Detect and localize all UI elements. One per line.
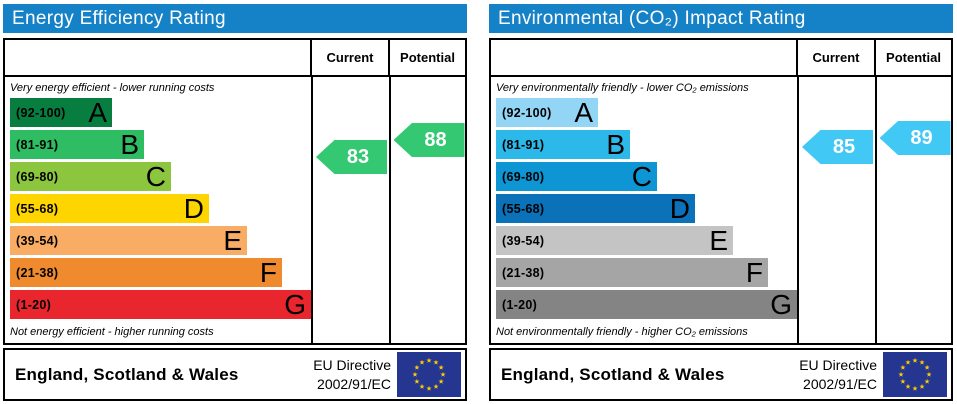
eu-directive-line1: EU Directive	[313, 357, 391, 374]
co2-current-arrow: 85	[802, 130, 873, 164]
band-letter: G	[770, 288, 792, 320]
eu-flag-icon	[883, 352, 947, 397]
band-range-label: (21-38)	[502, 265, 545, 280]
band-letter: B	[120, 128, 139, 160]
band-letter: G	[284, 288, 306, 320]
band-range-label: (55-68)	[16, 201, 59, 216]
co2-band-chart: Very environmentally friendly - lower CO…	[491, 77, 797, 343]
panel-energy-efficiency: Energy Efficiency Rating Current Potenti…	[3, 4, 467, 401]
energy-band-d: (55-68) D	[10, 194, 209, 223]
co2-band-c: (69-80) C	[496, 162, 657, 191]
energy-potential-column: 88	[388, 77, 466, 343]
band-letter: D	[183, 192, 204, 224]
energy-header-spacer	[5, 40, 310, 75]
band-range-label: (1-20)	[16, 297, 52, 312]
band-range-label: (81-91)	[502, 137, 545, 152]
band-range-label: (1-20)	[502, 297, 538, 312]
co2-header-row: Current Potential	[491, 40, 951, 77]
eu-directive-line1: EU Directive	[799, 357, 877, 374]
co2-current-header: Current	[796, 40, 874, 75]
band-letter: D	[669, 192, 690, 224]
co2-band-g: (1-20) G	[496, 290, 797, 319]
energy-top-note: Very energy efficient - lower running co…	[10, 82, 215, 94]
co2-footer: England, Scotland & Wales EU Directive 2…	[489, 348, 953, 401]
co2-current-column: 85	[797, 77, 875, 343]
energy-band-f: (21-38) F	[10, 258, 282, 287]
band-range-label: (81-91)	[16, 137, 59, 152]
energy-rating-table: Current Potential Very energy efficient …	[3, 38, 467, 345]
co2-chart-body: Very environmentally friendly - lower CO…	[491, 77, 951, 343]
band-range-label: (55-68)	[502, 201, 545, 216]
energy-current-arrow: 83	[316, 140, 387, 174]
co2-band-a: (92-100) A	[496, 98, 598, 127]
panel-title-co2: Environmental (CO₂) Impact Rating	[489, 4, 953, 33]
eu-directive-line2: 2002/91/EC	[803, 375, 877, 392]
band-range-label: (69-80)	[16, 169, 59, 184]
co2-header-spacer	[491, 40, 796, 75]
energy-current-header: Current	[310, 40, 388, 75]
energy-band-e: (39-54) E	[10, 226, 247, 255]
energy-band-g: (1-20) G	[10, 290, 311, 319]
energy-footer: England, Scotland & Wales EU Directive 2…	[3, 348, 467, 401]
band-letter: A	[88, 96, 107, 128]
band-letter: C	[631, 160, 652, 192]
band-letter: E	[709, 224, 728, 256]
band-letter: C	[145, 160, 166, 192]
energy-band-b: (81-91) B	[10, 130, 144, 159]
eu-directive-line2: 2002/91/EC	[317, 375, 391, 392]
panel-co2-impact: Environmental (CO₂) Impact Rating Curren…	[489, 4, 953, 401]
eu-directive-label: EU Directive 2002/91/EC	[313, 356, 391, 392]
band-letter: E	[223, 224, 242, 256]
region-label: England, Scotland & Wales	[15, 364, 239, 384]
energy-chart-body: Very energy efficient - lower running co…	[5, 77, 465, 343]
energy-header-row: Current Potential	[5, 40, 465, 77]
band-letter: A	[574, 96, 593, 128]
band-letter: F	[259, 256, 277, 288]
band-range-label: (69-80)	[502, 169, 545, 184]
co2-top-note: Very environmentally friendly - lower CO…	[496, 82, 749, 94]
co2-band-f: (21-38) F	[496, 258, 768, 287]
energy-band-chart: Very energy efficient - lower running co…	[5, 77, 311, 343]
co2-band-e: (39-54) E	[496, 226, 733, 255]
band-range-label: (39-54)	[502, 233, 545, 248]
band-range-label: (92-100)	[502, 105, 552, 120]
energy-band-a: (92-100) A	[10, 98, 112, 127]
panel-title-energy: Energy Efficiency Rating	[3, 4, 467, 33]
band-range-label: (21-38)	[16, 265, 59, 280]
co2-bottom-note: Not environmentally friendly - higher CO…	[496, 326, 748, 338]
region-label: England, Scotland & Wales	[501, 364, 725, 384]
energy-potential-header: Potential	[388, 40, 465, 75]
band-range-label: (92-100)	[16, 105, 66, 120]
co2-potential-column: 89	[874, 77, 952, 343]
eu-directive-label: EU Directive 2002/91/EC	[799, 356, 877, 392]
band-letter: F	[745, 256, 763, 288]
energy-potential-arrow: 88	[393, 123, 465, 157]
eu-flag-icon	[397, 352, 461, 397]
co2-rating-table: Current Potential Very environmentally f…	[489, 38, 953, 345]
energy-band-c: (69-80) C	[10, 162, 171, 191]
co2-potential-arrow: 89	[879, 121, 951, 155]
co2-band-b: (81-91) B	[496, 130, 630, 159]
energy-current-column: 83	[311, 77, 389, 343]
energy-bottom-note: Not energy efficient - higher running co…	[10, 326, 214, 338]
band-range-label: (39-54)	[16, 233, 59, 248]
co2-band-d: (55-68) D	[496, 194, 695, 223]
band-letter: B	[606, 128, 625, 160]
co2-potential-header: Potential	[874, 40, 951, 75]
